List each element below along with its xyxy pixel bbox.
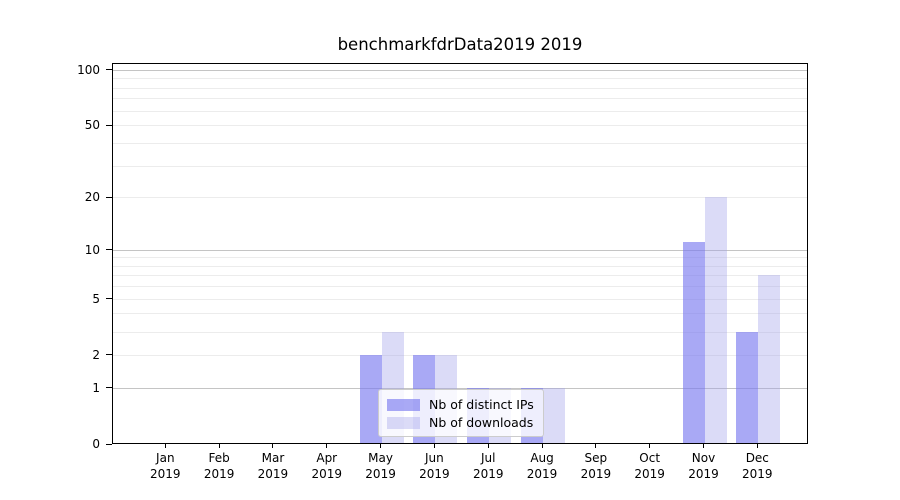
y-gridline-minor [113, 78, 807, 80]
y-tick-label: 0 [92, 437, 100, 451]
y-gridline-minor [113, 125, 807, 127]
legend: Nb of distinct IPs Nb of downloads [378, 389, 544, 437]
bar-downloads [543, 387, 566, 443]
legend-entry-distinct-ips: Nb of distinct IPs [387, 396, 535, 414]
y-tick-mark [106, 387, 112, 389]
x-tick-mark [326, 444, 328, 448]
x-tick-mark [487, 444, 489, 448]
y-gridline-minor [113, 197, 807, 199]
x-tick-mark [380, 444, 382, 448]
legend-swatch-downloads-icon [387, 417, 420, 429]
legend-label-distinct-ips: Nb of distinct IPs [429, 397, 534, 412]
y-gridline-minor [113, 257, 807, 259]
y-gridline-minor [113, 142, 807, 144]
x-tick-label: Jun 2019 [419, 451, 450, 481]
x-tick-mark [595, 444, 597, 448]
y-gridline-minor [113, 275, 807, 277]
x-tick-mark [433, 444, 435, 448]
y-gridline-minor [113, 331, 807, 333]
x-tick-label: Jan 2019 [150, 451, 181, 481]
y-tick-label: 1 [92, 380, 100, 395]
y-tick-label: 20 [84, 190, 100, 205]
y-gridline-minor [113, 265, 807, 267]
y-gridline-major [113, 69, 807, 71]
x-tick-mark [756, 444, 758, 448]
y-gridline-minor [113, 298, 807, 300]
x-tick-label: Mar 2019 [257, 451, 289, 481]
plot-area [112, 63, 808, 444]
y-tick-mark [106, 298, 112, 300]
x-tick-label: May 2019 [365, 451, 396, 481]
x-tick-mark [541, 444, 543, 448]
x-tick-mark [703, 444, 704, 448]
x-tick-mark [164, 444, 166, 448]
bar-downloads [758, 275, 781, 443]
y-gridline-minor [113, 87, 807, 89]
y-tick-mark [106, 249, 112, 251]
legend-label-downloads: Nb of downloads [429, 415, 534, 430]
x-tick-mark [218, 444, 220, 448]
x-tick-mark [272, 444, 274, 448]
x-tick-label: Feb 2019 [203, 451, 235, 481]
y-tick-mark [106, 124, 112, 126]
bar-downloads [704, 197, 727, 443]
x-tick-label: Dec 2019 [742, 451, 773, 481]
y-gridline-minor [113, 98, 807, 100]
y-tick-mark [106, 69, 112, 71]
bar-distinct-ips [682, 242, 705, 443]
bar-distinct-ips [359, 354, 382, 443]
x-tick-label: Oct 2019 [634, 451, 665, 481]
x-tick-label: Sep 2019 [580, 451, 612, 481]
x-tick-label: Jul 2019 [472, 451, 504, 481]
x-tick-label: Aug 2019 [526, 451, 558, 481]
y-gridline-minor [113, 110, 807, 112]
x-tick-label: Apr 2019 [311, 451, 343, 481]
y-gridline-major [113, 387, 807, 389]
x-tick-label: Nov 2019 [688, 451, 719, 481]
y-gridline-major [113, 249, 807, 251]
legend-swatch-distinct-ips-icon [387, 399, 420, 411]
y-tick-label: 10 [84, 242, 100, 257]
bar-distinct-ips [736, 331, 759, 443]
y-tick-label: 100 [77, 62, 100, 77]
y-gridline-minor [113, 286, 807, 288]
y-tick-mark [106, 354, 112, 356]
y-tick-label: 50 [84, 118, 100, 133]
y-gridline-minor [113, 313, 807, 315]
y-gridline-minor [113, 354, 807, 356]
y-tick-label: 2 [92, 347, 100, 362]
chart-title: benchmarkfdrData2019 2019 [337, 35, 583, 54]
y-gridline-minor [113, 165, 807, 167]
y-tick-label: 5 [92, 291, 100, 306]
y-tick-mark [106, 443, 112, 445]
x-tick-mark [649, 444, 651, 448]
y-tick-mark [106, 196, 112, 198]
legend-entry-downloads: Nb of downloads [387, 414, 535, 432]
